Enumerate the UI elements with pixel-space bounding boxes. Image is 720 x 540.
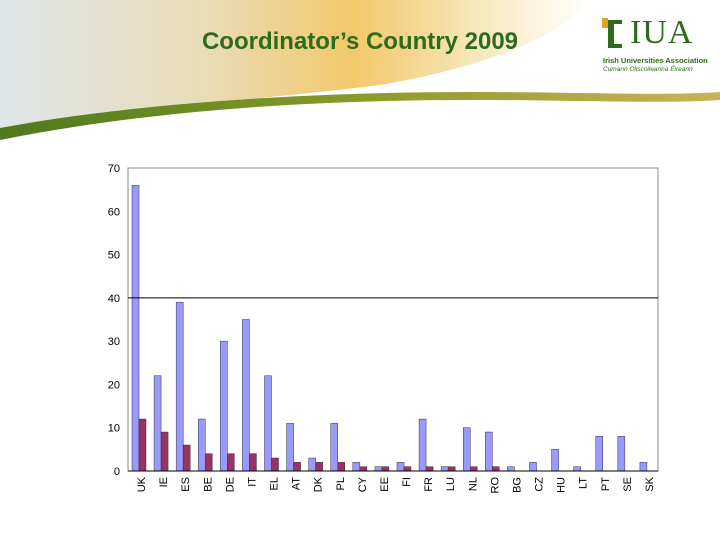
bar-series2-nl bbox=[470, 466, 478, 472]
y-tick-label: 40 bbox=[108, 293, 120, 305]
logo-wordmark: IUA bbox=[630, 14, 694, 51]
x-tick-label: IE bbox=[158, 477, 170, 487]
x-tick-label: LT bbox=[578, 477, 590, 489]
bar-series1-uk bbox=[131, 185, 140, 472]
x-tick-label: HU bbox=[556, 477, 568, 493]
bar-series1-sk bbox=[639, 462, 648, 472]
bar-series1-lu bbox=[440, 466, 449, 472]
bar-series1-se bbox=[617, 436, 626, 472]
banner-swoosh bbox=[0, 0, 720, 140]
x-tick-label: UK bbox=[136, 476, 148, 492]
logo-subtitle-en: Irish Universities Association bbox=[603, 56, 708, 65]
bar-series2-de bbox=[227, 453, 235, 472]
bar-series1-el bbox=[264, 375, 272, 472]
x-tick-label: BE bbox=[202, 477, 214, 492]
bar-series1-fr bbox=[418, 418, 427, 472]
x-tick-label: RO bbox=[489, 477, 501, 494]
x-tick-label: DE bbox=[224, 477, 236, 492]
y-tick-label: 30 bbox=[108, 336, 120, 348]
bar-series2-es bbox=[182, 444, 191, 472]
y-tick-label: 70 bbox=[108, 163, 120, 175]
bar-series1-hu bbox=[551, 449, 559, 472]
x-tick-label: EL bbox=[269, 477, 281, 490]
x-tick-label: AT bbox=[291, 477, 303, 491]
logo-subtitle-ga: Cumann Ollscoileanna Éireann bbox=[603, 66, 693, 73]
bar-series1-it bbox=[242, 319, 250, 472]
x-tick-label: NL bbox=[467, 477, 479, 491]
x-tick-label: BG bbox=[511, 477, 523, 493]
bar-series1-ie bbox=[153, 375, 162, 472]
x-tick-label: CY bbox=[357, 476, 369, 492]
bar-series1-nl bbox=[463, 427, 471, 472]
bar-series1-pt bbox=[595, 436, 603, 472]
y-tick-label: 10 bbox=[108, 423, 120, 435]
bar-series2-ro bbox=[492, 466, 500, 472]
bar-series2-lu bbox=[447, 466, 456, 472]
header-banner: Coordinator’s Country 2009 IUA Irish Uni… bbox=[0, 0, 720, 150]
bar-series1-bg bbox=[507, 466, 515, 472]
bar-series2-fi bbox=[403, 466, 412, 472]
x-tick-label: SE bbox=[622, 477, 634, 492]
bar-series2-dk bbox=[315, 462, 323, 472]
bar-series2-pl bbox=[337, 462, 345, 472]
x-tick-label: FI bbox=[401, 477, 413, 487]
x-tick-label: DK bbox=[313, 476, 325, 492]
bar-series2-it bbox=[249, 453, 257, 472]
bar-series2-fr bbox=[425, 466, 434, 472]
bar-series2-el bbox=[271, 457, 279, 472]
plot-area bbox=[127, 167, 659, 472]
bar-series2-ee bbox=[381, 466, 390, 472]
bar-series2-at bbox=[293, 462, 301, 472]
iua-logo-icon bbox=[602, 18, 622, 48]
bar-series1-at bbox=[286, 423, 294, 472]
x-tick-label: LU bbox=[445, 477, 457, 491]
bar-series1-lt bbox=[573, 466, 581, 472]
bar-series1-be bbox=[198, 418, 206, 472]
bar-series1-de bbox=[220, 340, 228, 472]
x-tick-label: CZ bbox=[534, 477, 546, 492]
y-tick-label: 50 bbox=[108, 250, 120, 262]
bar-series1-cz bbox=[529, 462, 537, 472]
slide-title: Coordinator’s Country 2009 bbox=[201, 28, 519, 55]
x-tick-label: PT bbox=[600, 477, 612, 491]
bar-series1-dk bbox=[308, 457, 316, 472]
bar-series1-ro bbox=[485, 431, 493, 472]
bar-series2-be bbox=[205, 453, 213, 472]
x-tick-label: FR bbox=[423, 477, 435, 492]
bar-series1-fi bbox=[396, 462, 405, 472]
x-tick-label: IT bbox=[246, 477, 258, 487]
bar-series2-ie bbox=[160, 431, 169, 472]
x-tick-label: SK bbox=[644, 476, 656, 491]
y-axis-tick-labels: 0 10 20 30 40 50 60 70 bbox=[108, 163, 120, 478]
bar-series2-uk bbox=[138, 418, 147, 472]
x-tick-label: EE bbox=[379, 477, 391, 492]
y-tick-label: 0 bbox=[114, 466, 120, 478]
x-tick-label: ES bbox=[180, 477, 192, 492]
x-tick-label: PL bbox=[335, 477, 347, 490]
y-tick-label: 20 bbox=[108, 379, 120, 391]
bar-series1-cy bbox=[352, 462, 361, 472]
bar-series1-es bbox=[175, 301, 184, 472]
bar-series1-pl bbox=[330, 423, 338, 472]
bar-series1-ee bbox=[374, 466, 383, 472]
x-axis-tick-labels: UK IE ES BE DE IT EL AT DK PL CY EE FI FR LU NL RO BG CZ HU… bbox=[136, 476, 656, 493]
bar-series2-cy bbox=[359, 466, 368, 472]
y-tick-label: 60 bbox=[108, 206, 120, 218]
